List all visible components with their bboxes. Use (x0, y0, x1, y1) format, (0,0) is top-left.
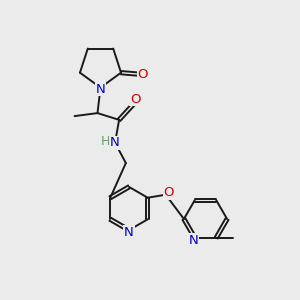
Text: O: O (164, 186, 174, 199)
Text: N: N (110, 136, 120, 149)
Text: O: O (137, 68, 148, 81)
Text: N: N (96, 82, 105, 96)
Text: H: H (101, 135, 110, 148)
Text: O: O (130, 93, 141, 106)
Text: N: N (188, 234, 198, 247)
Text: N: N (124, 226, 134, 239)
